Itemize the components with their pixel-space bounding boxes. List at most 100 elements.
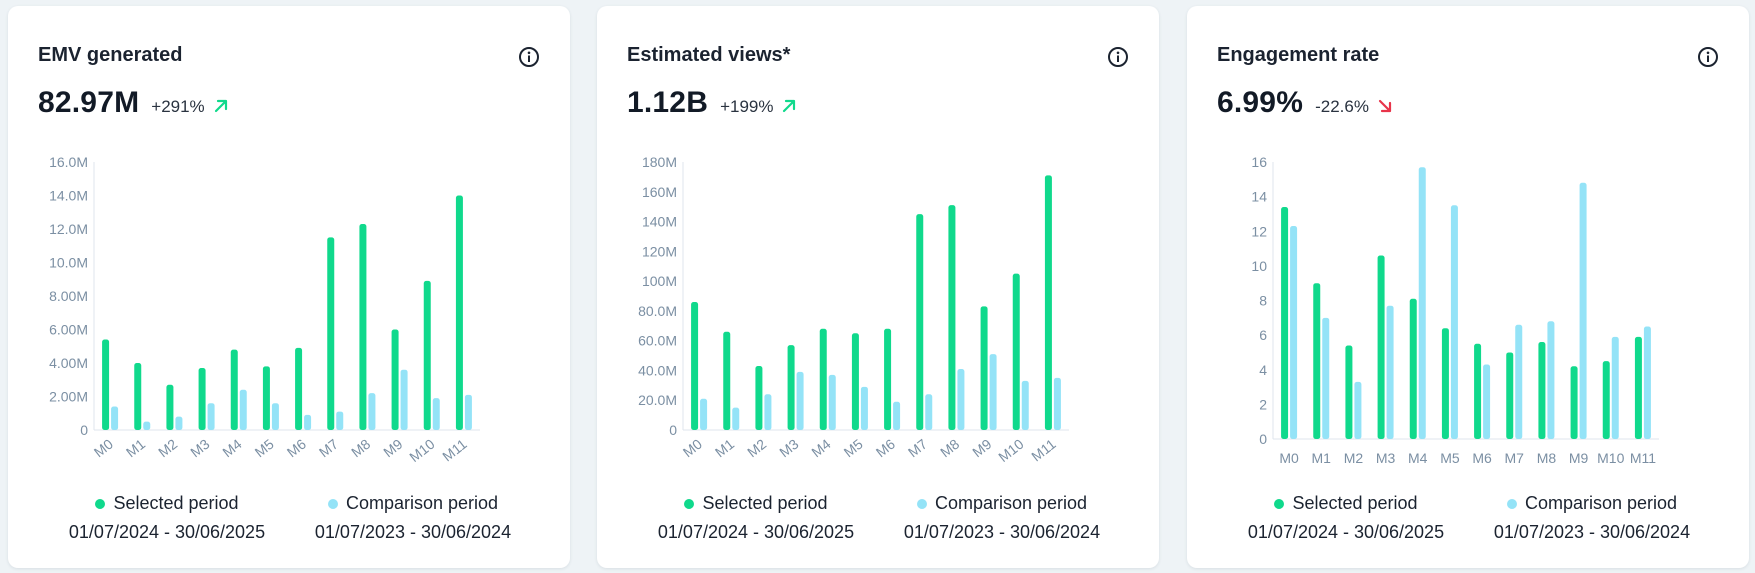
bar-selected-M6[interactable] (1474, 343, 1482, 439)
bar-selected-M6[interactable] (295, 347, 303, 430)
bar-selected-M0[interactable] (102, 339, 110, 430)
bar-comparison-M3[interactable] (796, 371, 804, 430)
bar-comparison-M10[interactable] (1021, 380, 1029, 430)
bar-comparison-M2[interactable] (764, 394, 772, 430)
bar-selected-M0[interactable] (691, 301, 699, 430)
card-engagement-rate: Engagement rate 6.99% -22.6% 0 2 4 6 8 10 12 14… (1187, 6, 1749, 568)
bar-comparison-M7[interactable] (925, 394, 933, 430)
bar-selected-M10[interactable] (423, 280, 431, 430)
x-tick-label: M10 (1597, 450, 1624, 466)
bar-comparison-M8[interactable] (957, 368, 965, 430)
bar-comparison-M2[interactable] (1354, 381, 1362, 439)
legend-comparison[interactable]: Comparison period 01/07/2023 - 30/06/202… (283, 493, 543, 543)
card-estimated-views: Estimated views* 1.12B +199% 0 20.0M 40.0M… (597, 6, 1159, 568)
bar-selected-M11[interactable] (455, 195, 463, 431)
bar-selected-M0[interactable] (1281, 207, 1289, 439)
info-icon[interactable] (1697, 46, 1719, 68)
bar-comparison-M11[interactable] (1053, 377, 1061, 430)
bar-selected-M4[interactable] (819, 328, 827, 430)
y-tick-label: 0 (669, 422, 677, 438)
bar-comparison-M11[interactable] (464, 394, 472, 430)
bar-comparison-M4[interactable] (239, 389, 247, 430)
x-tick-label: M0 (1279, 450, 1299, 466)
bar-selected-M7[interactable] (1506, 352, 1514, 439)
bar-comparison-M11[interactable] (1643, 326, 1651, 439)
y-tick-label: 2 (1259, 396, 1267, 412)
bar-comparison-M9[interactable] (989, 354, 997, 430)
bar-selected-M4[interactable] (1409, 298, 1417, 439)
bar-comparison-M6[interactable] (304, 414, 312, 430)
x-tick-label: M7 (905, 436, 930, 461)
bar-selected-M9[interactable] (1570, 366, 1578, 439)
bar-comparison-M7[interactable] (336, 411, 344, 430)
bar-selected-M5[interactable] (262, 366, 270, 430)
bar-selected-M10[interactable] (1012, 273, 1020, 430)
bar-comparison-M1[interactable] (1322, 317, 1330, 439)
bar-comparison-M5[interactable] (271, 403, 279, 430)
bar-selected-M4[interactable] (230, 349, 238, 430)
bar-comparison-M5[interactable] (860, 386, 868, 430)
views-bar-chart: 0 20.0M 40.0M 60.0M 80.0M 100M 120M 140M 160M 180… (638, 154, 1069, 465)
bar-selected-M8[interactable] (359, 223, 367, 430)
card-title: EMV generated (38, 44, 183, 66)
bar-selected-M3[interactable] (1377, 255, 1385, 439)
y-tick-label: 4 (1259, 362, 1267, 378)
metric-change: +291% (151, 97, 205, 116)
bar-comparison-M0[interactable] (111, 406, 119, 430)
bar-selected-M3[interactable] (198, 368, 206, 430)
bar-selected-M1[interactable] (134, 363, 142, 430)
bar-comparison-M5[interactable] (1450, 205, 1458, 439)
y-tick-label: 16 (1251, 154, 1267, 170)
bar-comparison-M7[interactable] (1515, 324, 1523, 439)
bar-comparison-M3[interactable] (207, 403, 215, 430)
legend-comparison-label: Comparison period (1524, 493, 1678, 513)
bar-selected-M11[interactable] (1634, 336, 1642, 439)
legend-comparison[interactable]: Comparison period 01/07/2023 - 30/06/202… (872, 493, 1132, 543)
bar-selected-M3[interactable] (787, 345, 795, 430)
legend-comparison[interactable]: Comparison period 01/07/2023 - 30/06/202… (1462, 493, 1722, 543)
bar-selected-M1[interactable] (1313, 283, 1321, 439)
bar-comparison-M0[interactable] (700, 398, 708, 430)
y-tick-label: 8.00M (49, 288, 88, 304)
legend-selected[interactable]: Selected period 01/07/2024 - 30/06/2025 (37, 493, 297, 543)
bar-comparison-M6[interactable] (1483, 364, 1491, 439)
bar-comparison-M1[interactable] (732, 407, 740, 430)
bar-selected-M8[interactable] (1538, 342, 1546, 439)
bar-comparison-M9[interactable] (400, 369, 408, 430)
y-tick-label: 160M (642, 184, 677, 200)
bar-selected-M6[interactable] (884, 328, 892, 430)
bar-comparison-M3[interactable] (1386, 305, 1394, 439)
bar-comparison-M4[interactable] (828, 374, 836, 430)
bar-comparison-M8[interactable] (368, 393, 376, 430)
bar-comparison-M8[interactable] (1547, 321, 1555, 439)
legend-selected[interactable]: Selected period 01/07/2024 - 30/06/2025 (626, 493, 886, 543)
bar-selected-M5[interactable] (1441, 328, 1449, 439)
bar-selected-M2[interactable] (1345, 345, 1353, 439)
legend-selected[interactable]: Selected period 01/07/2024 - 30/06/2025 (1216, 493, 1476, 543)
bar-selected-M9[interactable] (980, 306, 988, 430)
bar-selected-M8[interactable] (948, 205, 956, 430)
y-tick-label: 12 (1251, 223, 1267, 239)
x-tick-label: M6 (284, 436, 309, 461)
bar-selected-M5[interactable] (851, 333, 859, 430)
bar-selected-M10[interactable] (1602, 361, 1610, 439)
bar-comparison-M10[interactable] (1611, 336, 1619, 439)
bar-comparison-M9[interactable] (1579, 182, 1587, 439)
bar-comparison-M1[interactable] (143, 421, 151, 430)
bar-selected-M2[interactable] (755, 365, 763, 430)
bar-selected-M9[interactable] (391, 329, 399, 431)
bar-comparison-M0[interactable] (1290, 226, 1298, 439)
bar-selected-M1[interactable] (723, 331, 731, 430)
bar-selected-M2[interactable] (166, 384, 174, 430)
bar-selected-M7[interactable] (916, 214, 924, 430)
bar-comparison-M2[interactable] (175, 416, 183, 430)
bar-selected-M7[interactable] (327, 237, 335, 430)
x-tick-label: M5 (1440, 450, 1460, 466)
info-icon[interactable] (518, 46, 540, 68)
bar-comparison-M10[interactable] (432, 398, 440, 430)
info-icon[interactable] (1107, 46, 1129, 68)
bar-comparison-M4[interactable] (1418, 167, 1426, 439)
bar-comparison-M6[interactable] (893, 401, 901, 430)
bar-selected-M11[interactable] (1044, 175, 1052, 430)
emv-bar-chart: 0 2.00M 4.00M 6.00M 8.00M 10.0M 12.0M 14.0M 16.0… (49, 154, 480, 465)
